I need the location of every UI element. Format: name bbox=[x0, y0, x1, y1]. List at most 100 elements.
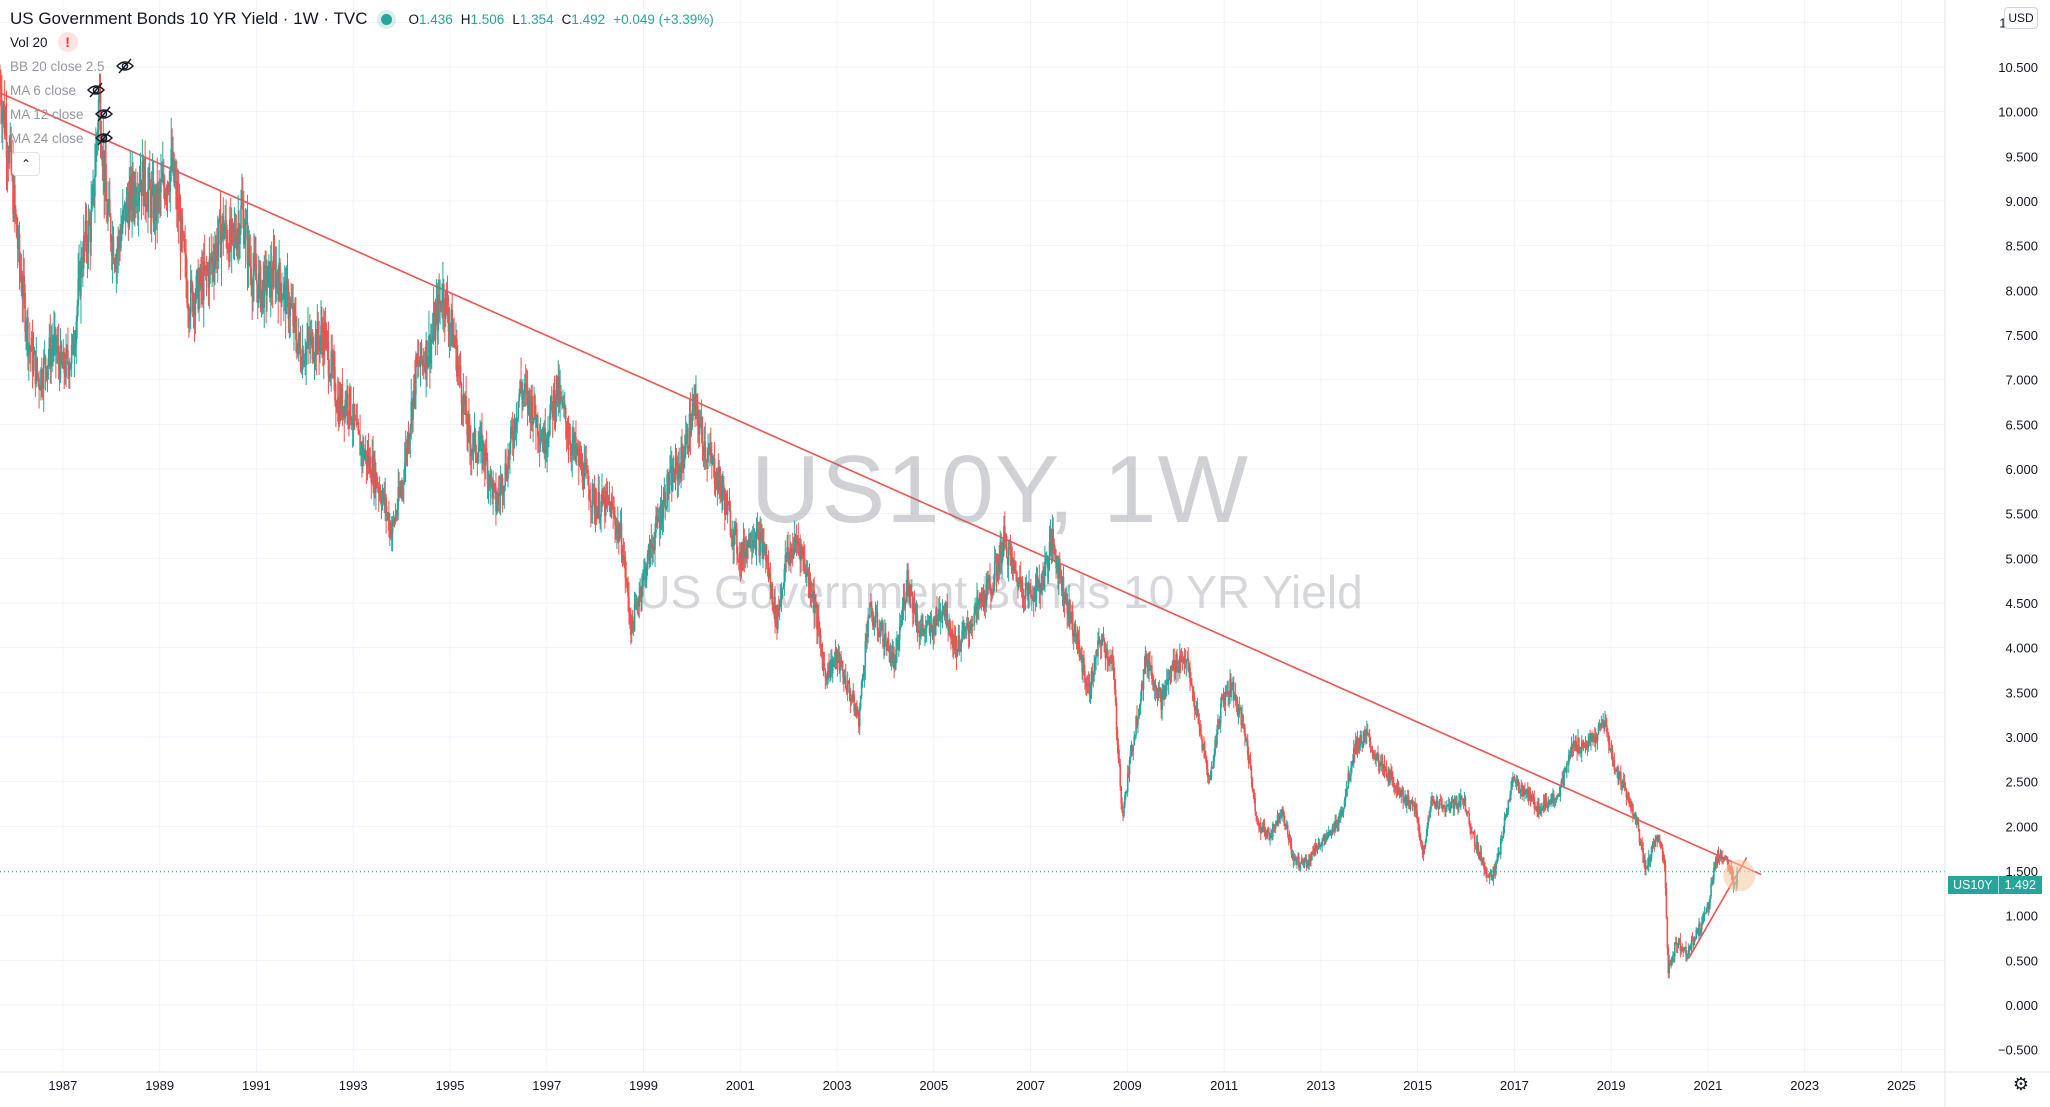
candle bbox=[908, 582, 910, 604]
candle bbox=[396, 498, 399, 522]
candle bbox=[354, 414, 357, 421]
candle bbox=[680, 436, 682, 489]
candle bbox=[257, 255, 260, 309]
candle-body bbox=[736, 529, 738, 554]
candle-body bbox=[886, 639, 889, 651]
candle-body bbox=[779, 599, 782, 603]
candle bbox=[873, 616, 876, 636]
candle bbox=[5, 90, 8, 191]
candle-body bbox=[1255, 811, 1257, 816]
candle-body bbox=[917, 629, 920, 633]
candle-body bbox=[396, 509, 399, 515]
candle bbox=[903, 583, 906, 611]
candle bbox=[789, 534, 791, 567]
candle bbox=[279, 258, 281, 302]
candle-body bbox=[28, 344, 30, 356]
candle-body bbox=[285, 278, 288, 314]
candle bbox=[961, 621, 963, 644]
candle bbox=[542, 423, 545, 454]
candle-body bbox=[272, 256, 275, 288]
candle bbox=[697, 392, 699, 443]
candle-body bbox=[890, 655, 893, 663]
candle-body bbox=[354, 418, 357, 420]
candle-body bbox=[225, 219, 227, 233]
candle-body bbox=[1250, 766, 1253, 779]
candle-body bbox=[915, 614, 918, 623]
candle bbox=[389, 512, 391, 547]
candle bbox=[367, 433, 370, 475]
candle-body bbox=[735, 525, 737, 530]
candle bbox=[112, 226, 115, 265]
candle-body bbox=[703, 441, 706, 456]
candle-body bbox=[432, 312, 435, 335]
candle bbox=[410, 378, 413, 440]
candle bbox=[355, 404, 358, 428]
candle-body bbox=[421, 359, 424, 361]
candle-body bbox=[28, 344, 31, 349]
candle-body bbox=[233, 228, 236, 233]
candle-body bbox=[372, 456, 374, 487]
candle-body bbox=[525, 386, 528, 388]
candle bbox=[667, 468, 669, 501]
candle bbox=[973, 605, 975, 631]
candle-body bbox=[449, 325, 452, 327]
candle-body bbox=[1, 106, 3, 123]
candle bbox=[27, 307, 29, 371]
candle bbox=[1069, 599, 1071, 631]
candle bbox=[745, 535, 748, 564]
candle bbox=[447, 295, 450, 348]
candle bbox=[425, 331, 427, 398]
candle-body bbox=[375, 473, 377, 492]
candle-body bbox=[868, 616, 870, 618]
candle-body bbox=[271, 284, 274, 288]
candle bbox=[571, 426, 574, 478]
candle-body bbox=[965, 622, 968, 627]
candle-body bbox=[400, 490, 402, 492]
candle-body bbox=[107, 210, 109, 222]
candle-body bbox=[923, 628, 925, 634]
candle bbox=[51, 323, 53, 372]
candle bbox=[825, 673, 828, 686]
candle-body bbox=[438, 294, 440, 305]
candle-body bbox=[340, 388, 343, 414]
candle-body bbox=[1473, 831, 1476, 847]
candle bbox=[1051, 514, 1054, 563]
candle-body bbox=[1075, 636, 1078, 643]
candle bbox=[1101, 633, 1104, 646]
candle-body bbox=[301, 349, 304, 371]
candle bbox=[1033, 585, 1036, 603]
candle-body bbox=[71, 336, 74, 345]
candle bbox=[902, 583, 905, 621]
candle-body bbox=[979, 593, 982, 604]
candle bbox=[968, 621, 971, 648]
candle bbox=[1005, 533, 1008, 559]
candle-body bbox=[294, 308, 296, 319]
candle bbox=[832, 657, 835, 667]
candle bbox=[536, 412, 539, 454]
candle-body bbox=[385, 496, 387, 515]
candle bbox=[1018, 576, 1020, 591]
candle bbox=[837, 643, 840, 664]
candle bbox=[66, 344, 68, 359]
candle bbox=[470, 448, 473, 476]
candle-body bbox=[189, 279, 192, 315]
candle-body bbox=[806, 568, 809, 572]
candle bbox=[428, 310, 430, 368]
candle bbox=[1085, 675, 1088, 697]
candle bbox=[1026, 582, 1029, 601]
candle bbox=[328, 359, 331, 382]
candle bbox=[749, 532, 751, 549]
candle bbox=[363, 436, 365, 466]
candle-body bbox=[593, 491, 596, 514]
candle-body bbox=[81, 257, 83, 269]
candle-body bbox=[439, 300, 441, 305]
candle bbox=[503, 485, 506, 509]
candle bbox=[845, 685, 848, 696]
candle bbox=[253, 233, 255, 302]
candle-body bbox=[971, 623, 974, 626]
candle-body bbox=[310, 331, 313, 336]
candle-body bbox=[828, 663, 830, 677]
candle-body bbox=[927, 622, 930, 624]
candle bbox=[683, 446, 685, 481]
